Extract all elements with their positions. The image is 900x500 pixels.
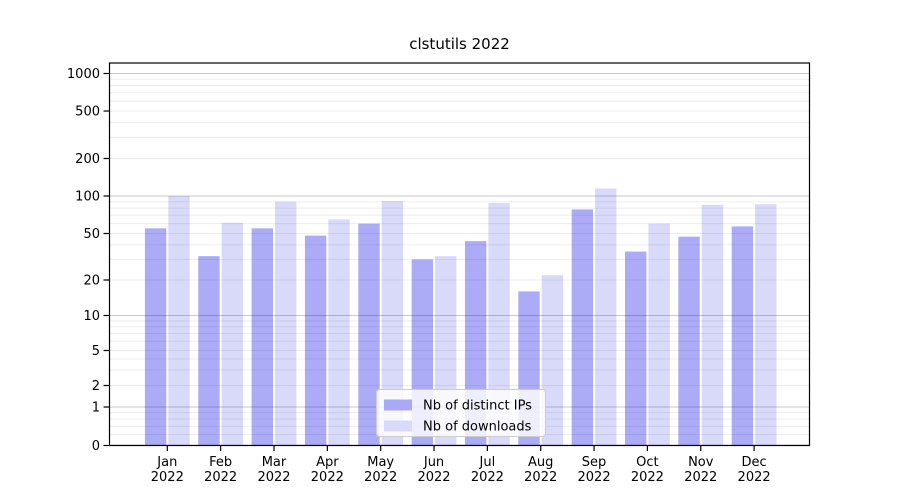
x-tick-label: 2022	[631, 470, 664, 485]
bar-downloads	[274, 201, 297, 446]
bar-distinct-ips	[731, 226, 754, 446]
y-tick-label: 200	[75, 152, 100, 167]
y-tick-label: 0	[92, 439, 100, 454]
bar-downloads	[701, 204, 724, 446]
x-tick-label: Jan	[156, 455, 177, 470]
y-tick-label: 2	[92, 379, 100, 394]
x-tick-label: Dec	[742, 455, 767, 470]
x-tick-label: Apr	[316, 455, 339, 470]
x-tick-label: 2022	[257, 470, 290, 485]
x-tick-label: 2022	[578, 470, 611, 485]
legend-swatch	[384, 420, 412, 432]
legend-label: Nb of downloads	[423, 420, 532, 435]
x-tick-label: Jun	[423, 455, 444, 470]
x-tick-label: Sep	[582, 455, 607, 470]
x-tick-label: Feb	[209, 455, 232, 470]
x-tick-label: 2022	[738, 470, 771, 485]
y-tick-label: 50	[83, 227, 100, 242]
bar-downloads	[755, 204, 777, 446]
bar-downloads	[328, 219, 350, 446]
axis-spines	[108, 62, 811, 447]
bar-distinct-ips	[625, 251, 647, 446]
bar-downloads	[488, 202, 510, 446]
bar-distinct-ips	[304, 235, 327, 446]
y-tick-label: 1000	[67, 67, 100, 82]
x-tick-label: Nov	[688, 455, 714, 470]
bar-downloads	[221, 222, 244, 446]
legend-label: Nb of distinct IPs	[423, 399, 532, 414]
y-tick-label: 10	[83, 309, 100, 324]
x-tick-label: 2022	[204, 470, 237, 485]
bar-downloads	[595, 188, 617, 446]
bar-distinct-ips	[198, 256, 220, 446]
x-tick-label: Mar	[262, 455, 287, 470]
y-tick-label: 20	[83, 274, 100, 289]
chart-title: clstutils 2022	[409, 35, 510, 53]
y-tick-label: 100	[75, 190, 100, 205]
bar-downloads	[168, 196, 190, 446]
x-tick-label: 2022	[684, 470, 717, 485]
x-tick-label: 2022	[471, 470, 504, 485]
bar-distinct-ips	[251, 228, 273, 446]
x-tick-label: 2022	[417, 470, 450, 485]
bar-downloads	[381, 201, 404, 446]
x-tick-label: May	[367, 455, 394, 470]
x-tick-label: Jul	[479, 455, 496, 470]
x-tick-label: Aug	[528, 455, 553, 470]
bar-downloads	[541, 275, 564, 446]
x-tick-label: Oct	[636, 455, 658, 470]
bar-distinct-ips	[571, 209, 594, 446]
y-tick-label: 5	[92, 344, 100, 359]
bar-distinct-ips	[678, 236, 700, 446]
x-tick-label: 2022	[364, 470, 397, 485]
legend-box	[376, 389, 546, 437]
x-tick-label: 2022	[151, 470, 184, 485]
bar-distinct-ips	[144, 228, 167, 446]
x-tick-label: 2022	[524, 470, 557, 485]
bar-distinct-ips	[358, 223, 380, 446]
bar-downloads	[648, 223, 670, 446]
y-tick-label: 1	[92, 401, 100, 416]
legend-swatch	[384, 399, 412, 411]
y-tick-label: 500	[75, 105, 100, 120]
x-tick-label: 2022	[311, 470, 344, 485]
